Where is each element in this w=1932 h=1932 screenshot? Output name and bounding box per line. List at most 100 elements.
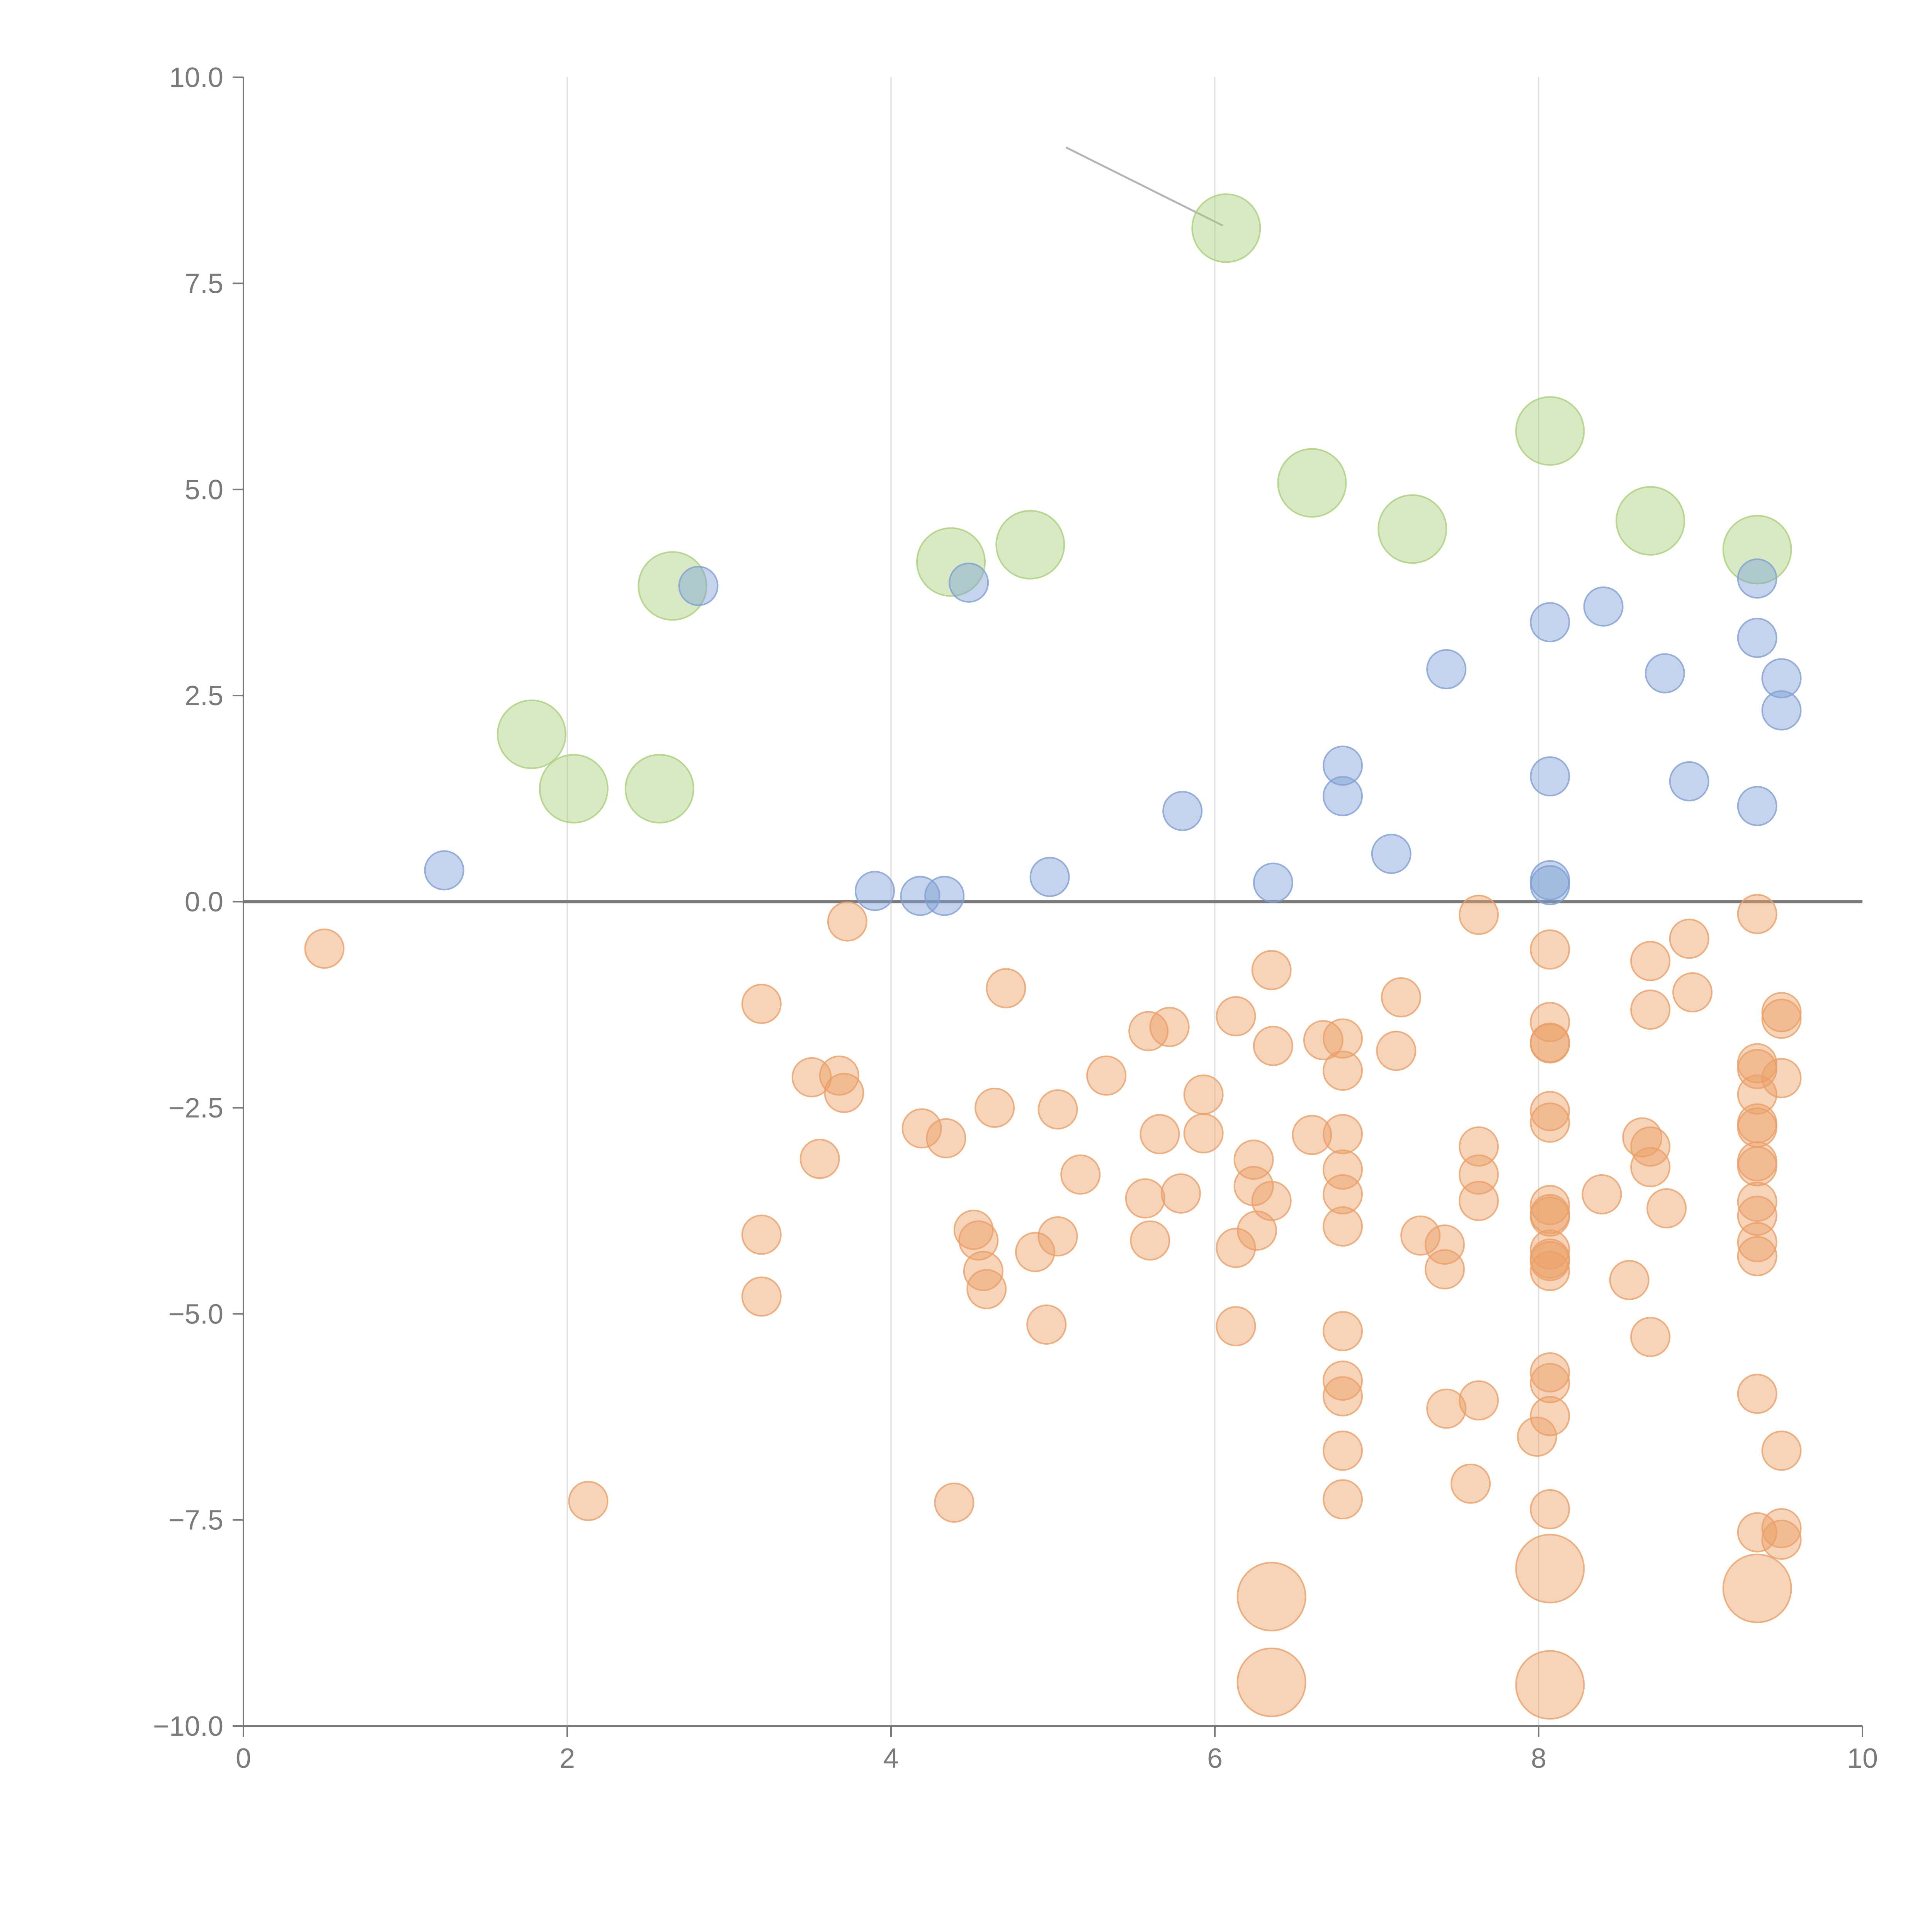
data-point-orange xyxy=(1609,1260,1650,1300)
data-point-orange xyxy=(1530,1196,1570,1237)
data-point-orange xyxy=(934,1482,975,1523)
data-point-orange xyxy=(1530,1023,1570,1064)
data-points xyxy=(304,193,1802,1720)
data-point-orange xyxy=(1323,1050,1363,1091)
data-point-green xyxy=(1515,396,1585,466)
data-point-orange xyxy=(1737,1182,1777,1222)
data-point-orange xyxy=(1424,1225,1465,1265)
data-point-orange xyxy=(1530,1363,1570,1403)
data-point-orange xyxy=(1737,1043,1777,1083)
data-point-blue xyxy=(855,871,895,911)
data-point-orange xyxy=(1183,1074,1224,1115)
data-point-orange xyxy=(1630,1147,1671,1187)
data-point-blue xyxy=(949,562,989,603)
data-point-orange xyxy=(1530,1241,1570,1281)
data-point-orange xyxy=(1630,1316,1671,1357)
y-tick-label: 2.5 xyxy=(185,680,223,711)
data-point-orange xyxy=(1236,1562,1306,1632)
data-point-orange xyxy=(1737,1222,1777,1262)
data-point-green xyxy=(995,510,1065,580)
data-point-orange xyxy=(1646,1188,1687,1229)
data-point-blue xyxy=(1737,786,1777,827)
data-point-blue xyxy=(1645,653,1685,694)
data-point-orange xyxy=(1216,996,1256,1037)
data-point-orange xyxy=(1761,1508,1802,1548)
data-point-green xyxy=(916,527,986,597)
data-point-orange xyxy=(1128,1011,1169,1051)
data-point-green xyxy=(624,754,694,824)
data-point-orange xyxy=(1761,1058,1802,1099)
y-tick-label: 10.0 xyxy=(169,62,223,93)
data-point-orange xyxy=(926,1118,966,1158)
data-point-blue xyxy=(424,850,464,891)
data-point-orange xyxy=(819,1055,859,1096)
data-point-orange xyxy=(1530,1091,1570,1131)
data-point-blue xyxy=(1530,865,1570,905)
data-point-orange xyxy=(1251,950,1292,990)
data-point-orange xyxy=(1517,1417,1557,1457)
data-point-blue xyxy=(1323,745,1363,786)
data-point-blue xyxy=(678,566,719,606)
x-tick-label: 8 xyxy=(1531,1743,1546,1774)
data-point-green xyxy=(1722,515,1792,585)
data-point-blue xyxy=(1761,658,1802,699)
data-point-orange xyxy=(1323,1361,1363,1401)
data-point-orange xyxy=(1253,1026,1293,1066)
data-point-orange xyxy=(1669,918,1709,959)
data-point-orange xyxy=(1515,1534,1585,1604)
data-point-orange xyxy=(1037,1089,1078,1130)
data-point-orange xyxy=(1236,1210,1277,1251)
data-point-blue xyxy=(1426,649,1467,689)
data-point-orange xyxy=(1323,1018,1363,1059)
data-point-green xyxy=(497,699,566,769)
data-point-orange xyxy=(1233,1166,1274,1206)
data-point-orange xyxy=(1323,1430,1363,1471)
data-point-orange xyxy=(1086,1055,1127,1096)
data-point-orange xyxy=(901,1108,942,1149)
data-point-green xyxy=(1378,494,1447,564)
data-point-blue xyxy=(1253,862,1293,903)
data-point-orange xyxy=(1323,1311,1363,1352)
data-point-orange xyxy=(1125,1178,1165,1219)
y-tick-label: 0.0 xyxy=(185,887,223,918)
data-point-orange xyxy=(1530,1229,1570,1270)
data-point-orange xyxy=(1323,1479,1363,1520)
data-point-green xyxy=(1277,448,1347,518)
data-point-blue xyxy=(1323,776,1363,816)
data-point-orange xyxy=(304,929,345,969)
data-point-orange xyxy=(1761,998,1802,1039)
data-point-blue xyxy=(1371,833,1412,874)
data-point-orange xyxy=(1426,1388,1467,1429)
data-point-orange xyxy=(827,901,867,942)
data-point-orange xyxy=(1323,1149,1363,1190)
data-point-orange xyxy=(963,1251,1003,1291)
data-point-orange xyxy=(568,1481,609,1521)
y-tick-label: −7.5 xyxy=(168,1505,223,1536)
data-point-blue xyxy=(1737,558,1777,599)
data-point-blue xyxy=(1530,602,1570,643)
data-point-orange xyxy=(958,1220,999,1261)
data-point-orange xyxy=(1530,1489,1570,1529)
data-point-orange xyxy=(741,984,782,1024)
y-tick-label: −10.0 xyxy=(153,1711,223,1742)
data-point-blue xyxy=(1583,586,1624,627)
data-point-orange xyxy=(1236,1647,1306,1717)
data-point-orange xyxy=(1323,1174,1363,1214)
data-point-blue xyxy=(1761,690,1802,731)
data-point-orange xyxy=(1376,1031,1417,1071)
data-point-orange xyxy=(1530,1185,1570,1225)
data-point-orange xyxy=(1530,1396,1570,1436)
data-point-orange xyxy=(1737,1374,1777,1414)
data-point-orange xyxy=(1183,1113,1224,1154)
y-tick-label: 5.0 xyxy=(185,474,223,505)
data-point-blue xyxy=(1530,756,1570,797)
data-point-orange xyxy=(986,968,1026,1009)
data-point-blue xyxy=(1029,857,1070,897)
data-point-orange xyxy=(1130,1220,1170,1261)
x-tick-label: 2 xyxy=(560,1743,575,1774)
data-point-orange xyxy=(1737,1107,1777,1148)
data-point-green xyxy=(539,754,609,824)
data-point-orange xyxy=(1737,1236,1777,1276)
data-point-orange xyxy=(1530,929,1570,970)
